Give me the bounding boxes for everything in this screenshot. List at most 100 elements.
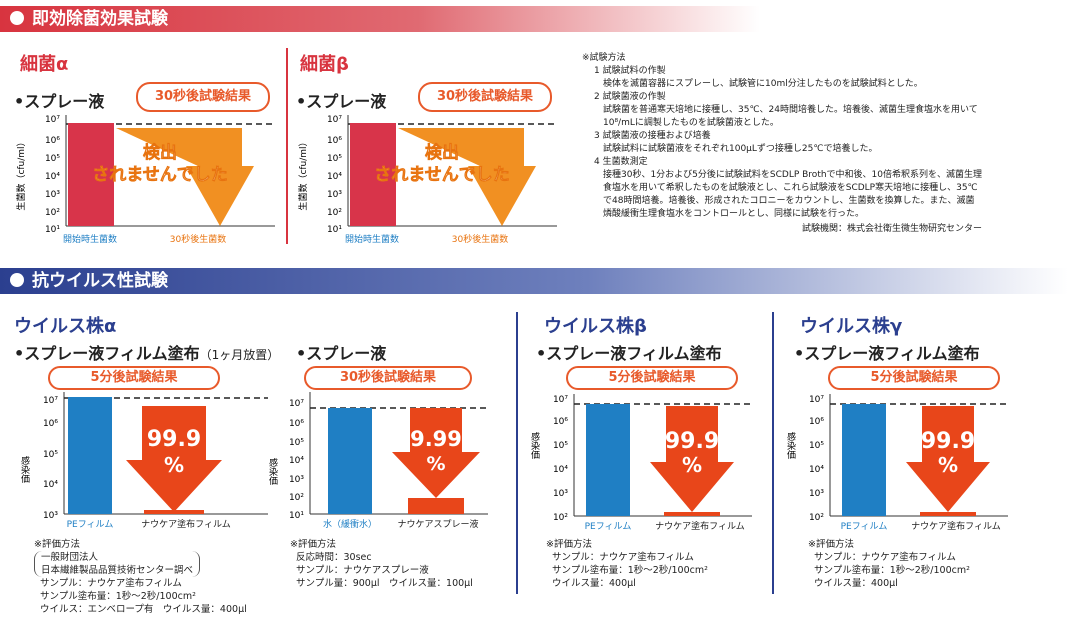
y-tick-10e5: 10⁵	[809, 441, 824, 451]
y-tick-10e1: 10¹	[45, 225, 60, 235]
y-tick-10e4: 10⁴	[553, 465, 568, 475]
virus-gamma-pill: 5分後試験結果	[828, 366, 1000, 390]
y-tick-10e7: 10⁷	[43, 396, 58, 406]
bacteria-beta-spray-label: •スプレー液	[296, 92, 387, 111]
section-antiviral-banner: 抗ウイルス性試験	[0, 268, 1068, 294]
virus-alpha-title: ウイルス株α	[14, 316, 117, 337]
divider	[286, 48, 288, 244]
spray-label: •スプレー液フィルム塗布	[14, 344, 200, 363]
x-label-30s: 30秒後生菌数	[170, 233, 226, 245]
y-tick-10e3: 10³	[553, 489, 568, 499]
bacteria-alpha-chart: 10¹ 10² 10³ 10⁴ 10⁵ 10⁶ 10⁷ 生菌数（cfu/ml） …	[15, 115, 275, 245]
method-line: 検体を滅菌容器にスプレーし、試験管に10ml分注したものを試験試料とした。	[594, 79, 923, 89]
y-tick-10e5: 10⁵	[45, 154, 60, 164]
bullet-icon	[10, 11, 24, 25]
method-line: 試験菌を普通寒天培地に接種し、35℃、24時間培養した。培養後、滅菌生理食塩水を…	[594, 105, 978, 115]
method-line: 4 生菌数測定	[594, 157, 648, 167]
y-tick-10e5: 10⁵	[289, 438, 304, 448]
bar-nowcare-film	[664, 512, 720, 516]
y-tick-10e6: 10⁶	[289, 419, 304, 429]
note-line: ウイルス：エンベロープ有 ウイルス量：400μl	[40, 604, 247, 615]
bar-nowcare-film	[144, 510, 204, 514]
overlay-text-line1: 検出	[143, 142, 177, 163]
x-label-water: 水（緩衝水）	[323, 518, 377, 530]
divider	[516, 312, 518, 594]
bacteria-beta-chart: 10¹ 10² 10³ 10⁴ 10⁵ 10⁶ 10⁷ 生菌数（cfu/ml） …	[297, 115, 557, 245]
y-tick-10e7: 10⁷	[289, 399, 304, 409]
test-method-block: ※試験方法 1 試験試料の作製 検体を滅菌容器にスプレーし、試験管に10ml分注…	[582, 52, 982, 236]
y-tick-10e4: 10⁴	[327, 172, 342, 182]
y-tick-10e6: 10⁶	[327, 136, 342, 146]
bacteria-alpha-result-pill: 30秒後試験結果	[136, 82, 270, 112]
bar-nowcare-spray	[408, 498, 464, 514]
y-tick-10e3: 10³	[43, 511, 58, 521]
reduction-value: 99.9	[921, 429, 975, 454]
method-line: 3 試験菌液の接種および培養	[594, 131, 711, 141]
section-antiviral-title: 抗ウイルス性試験	[32, 271, 168, 291]
note-line: サンプル：ナウケア塗布フィルム	[40, 578, 182, 589]
y-tick-10e5: 10⁵	[327, 154, 342, 164]
x-label-pe-film: PEフィルム	[585, 521, 632, 532]
down-arrow	[650, 406, 734, 512]
y-tick-10e4: 10⁴	[809, 465, 824, 475]
method-line: で48時間培養。培養後、形成されたコロニーをカウントし、生菌数を換算した。また、…	[594, 196, 975, 206]
method-line: 10⁸/mLに調製したものを試験菌液とした。	[594, 118, 779, 128]
y-tick-10e1: 10¹	[289, 511, 304, 521]
note-line: 反応時間：30sec	[296, 552, 372, 563]
virus-beta-notes: ※評価方法 サンプル：ナウケア塗布フィルム サンプル塗布量：1秒～2秒/100c…	[546, 538, 708, 590]
y-tick-10e3: 10³	[289, 475, 304, 485]
y-tick-10e3: 10³	[327, 190, 342, 200]
bar-water	[328, 408, 372, 514]
y-tick-10e2: 10²	[553, 513, 568, 523]
x-label-start: 開始時生菌数	[63, 233, 117, 245]
overlay-text-line1: 検出	[425, 142, 459, 163]
note-bracket: 一般財団法人 日本繊維製品品質技術センター調べ	[34, 551, 201, 577]
bacteria-alpha-title: 細菌α	[20, 54, 69, 75]
note-line: サンプル塗布量：1秒～2秒/100cm²	[40, 591, 196, 602]
note-line: ウイルス量：400μl	[814, 578, 898, 589]
reduction-value: 99.9	[147, 427, 201, 452]
note-line: ※評価方法	[808, 539, 854, 550]
virus-alpha-right-notes: ※評価方法 反応時間：30sec サンプル：ナウケアスプレー液 サンプル量：90…	[290, 538, 473, 590]
y-axis-label: 感染価	[267, 457, 278, 485]
y-tick-10e2: 10²	[809, 513, 824, 523]
bacteria-beta-title: 細菌β	[300, 54, 349, 75]
y-tick-10e7: 10⁷	[327, 115, 342, 125]
bar-pe-film	[68, 397, 112, 514]
note-line: サンプル：ナウケアスプレー液	[296, 565, 429, 576]
note-line: サンプル：ナウケア塗布フィルム	[814, 552, 956, 563]
reduction-percent: %	[426, 453, 445, 475]
x-label-nowcare-film: ナウケア塗布フィルム	[911, 520, 1001, 532]
y-tick-10e4: 10⁴	[289, 456, 304, 466]
y-axis-label: 感染価	[529, 431, 540, 459]
virus-beta-title: ウイルス株β	[544, 316, 647, 337]
virus-gamma-title: ウイルス株γ	[800, 316, 903, 337]
virus-gamma-spray: •スプレー液フィルム塗布	[794, 344, 980, 363]
section-antibacterial-banner: 即効除菌効果試験	[0, 6, 760, 32]
virus-alpha-left-spray: •スプレー液フィルム塗布（1ヶ月放置）	[14, 340, 279, 364]
y-tick-10e6: 10⁶	[45, 136, 60, 146]
bar-start	[350, 123, 396, 226]
y-tick-10e5: 10⁵	[553, 441, 568, 451]
down-arrow	[906, 406, 990, 512]
method-line: 接種30秒、1分および5分後に試験試料をSCDLP Brothで中和後、10倍希…	[594, 170, 983, 180]
bacteria-beta-result-pill: 30秒後試験結果	[418, 82, 552, 112]
x-label-nowcare-spray: ナウケアスプレー液	[397, 518, 478, 530]
x-label-nowcare-film: ナウケア塗布フィルム	[141, 518, 231, 530]
note-line: サンプル量：900μl ウイルス量：100μl	[296, 578, 473, 589]
section-antibacterial-title: 即効除菌効果試験	[32, 9, 168, 29]
method-line: 2 試験菌液の作製	[594, 92, 666, 102]
reduction-percent: %	[164, 453, 184, 477]
y-tick-10e3: 10³	[45, 190, 60, 200]
y-tick-10e6: 10⁶	[43, 419, 58, 429]
bar-start	[68, 123, 114, 226]
down-arrow	[392, 408, 480, 498]
note-line: サンプル塗布量：1秒～2秒/100cm²	[552, 565, 708, 576]
y-tick-10e1: 10¹	[327, 225, 342, 235]
virus-alpha-left-notes: ※評価方法 一般財団法人 日本繊維製品品質技術センター調べ サンプル：ナウケア塗…	[34, 538, 247, 616]
y-tick-10e7: 10⁷	[45, 115, 60, 125]
method-heading: ※試験方法	[582, 53, 626, 63]
bar-nowcare-film	[920, 512, 976, 516]
method-line: 食塩水を用いて希釈したものを試験液とし、これら試験液をSCDLP寒天培地に接種し…	[594, 183, 978, 193]
y-tick-10e4: 10⁴	[45, 172, 60, 182]
